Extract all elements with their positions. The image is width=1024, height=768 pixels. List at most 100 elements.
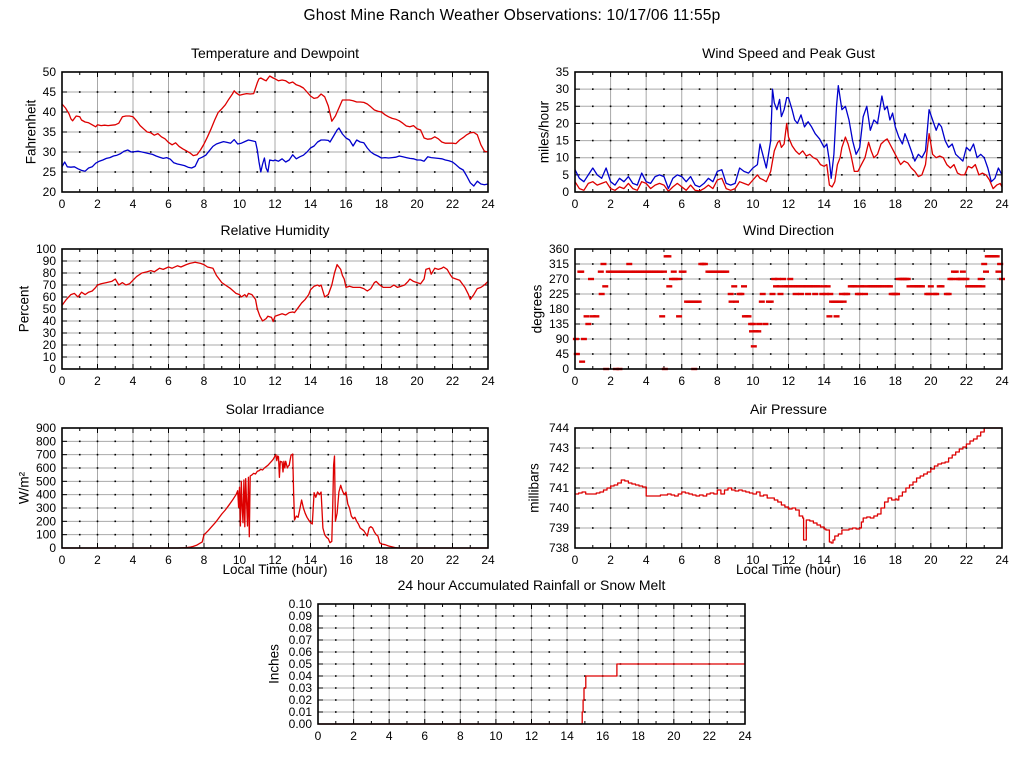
svg-text:10: 10 (233, 374, 247, 388)
svg-text:70: 70 (43, 278, 57, 292)
svg-text:20: 20 (410, 553, 424, 567)
svg-text:50: 50 (43, 302, 57, 316)
svg-text:900: 900 (36, 421, 56, 435)
chart-solar-irradiance: Solar Irradiance W/m² 0 100 200 300 400 500 60… (17, 401, 495, 577)
chart-title: Relative Humidity (220, 222, 330, 238)
svg-text:0: 0 (59, 374, 66, 388)
svg-text:0.00: 0.00 (289, 717, 313, 731)
svg-text:20: 20 (924, 553, 938, 567)
svg-text:0: 0 (49, 362, 56, 376)
svg-text:0: 0 (315, 729, 322, 743)
svg-text:4: 4 (130, 374, 137, 388)
svg-text:0.04: 0.04 (289, 669, 313, 683)
svg-text:14: 14 (304, 197, 318, 211)
y-axis-label: degrees (529, 284, 545, 334)
svg-text:5: 5 (562, 168, 569, 182)
svg-text:4: 4 (643, 197, 650, 211)
svg-text:315: 315 (549, 257, 569, 271)
svg-text:20: 20 (924, 197, 938, 211)
svg-text:18: 18 (889, 374, 903, 388)
svg-text:300: 300 (36, 501, 56, 515)
chart-title: Wind Speed and Peak Gust (702, 45, 875, 61)
svg-text:24: 24 (995, 553, 1009, 567)
y-axis-label: Inches (266, 644, 282, 684)
svg-text:270: 270 (549, 272, 569, 286)
chart-rainfall: 24 hour Accumulated Rainfall or Snow Mel… (267, 577, 752, 743)
svg-text:35: 35 (556, 65, 570, 79)
svg-text:8: 8 (714, 197, 721, 211)
svg-text:40: 40 (43, 314, 57, 328)
svg-text:12: 12 (525, 729, 539, 743)
svg-text:20: 20 (43, 338, 57, 352)
svg-text:700: 700 (36, 448, 56, 462)
svg-text:18: 18 (632, 729, 646, 743)
svg-text:16: 16 (339, 553, 353, 567)
svg-text:2: 2 (94, 374, 101, 388)
svg-text:18: 18 (889, 197, 903, 211)
svg-text:6: 6 (165, 374, 172, 388)
svg-text:18: 18 (375, 374, 389, 388)
svg-text:6: 6 (165, 197, 172, 211)
svg-text:741: 741 (549, 481, 569, 495)
chart-relative-humidity: Relative Humidity Percent 0 10 20 30 40 50 60 7… (17, 222, 495, 388)
svg-text:0.08: 0.08 (289, 621, 313, 635)
svg-text:4: 4 (643, 374, 650, 388)
svg-text:30: 30 (556, 82, 570, 96)
svg-text:12: 12 (782, 197, 796, 211)
svg-text:20: 20 (556, 116, 570, 130)
svg-text:6: 6 (678, 374, 685, 388)
svg-text:2: 2 (607, 374, 614, 388)
svg-text:25: 25 (43, 165, 57, 179)
y-axis-label: miles/hour (536, 100, 552, 164)
svg-text:744: 744 (549, 421, 569, 435)
svg-text:22: 22 (703, 729, 717, 743)
svg-text:4: 4 (386, 729, 393, 743)
svg-text:4: 4 (643, 553, 650, 567)
svg-text:12: 12 (268, 553, 282, 567)
svg-text:600: 600 (36, 461, 56, 475)
y-axis-label: Percent (16, 285, 32, 333)
svg-text:14: 14 (817, 197, 831, 211)
svg-text:10: 10 (556, 151, 570, 165)
svg-text:2: 2 (94, 197, 101, 211)
svg-text:742: 742 (549, 461, 569, 475)
svg-text:22: 22 (446, 374, 460, 388)
svg-text:4: 4 (130, 553, 137, 567)
svg-text:2: 2 (607, 197, 614, 211)
svg-text:35: 35 (43, 125, 57, 139)
svg-text:10: 10 (233, 553, 247, 567)
svg-text:2: 2 (350, 729, 357, 743)
svg-text:30: 30 (43, 145, 57, 159)
svg-text:22: 22 (960, 374, 974, 388)
svg-text:25: 25 (556, 99, 570, 113)
svg-text:10: 10 (746, 374, 760, 388)
svg-text:14: 14 (304, 374, 318, 388)
x-axis-label: Local Time (hour) (222, 562, 328, 577)
svg-text:18: 18 (889, 553, 903, 567)
chart-title: Temperature and Dewpoint (190, 45, 360, 61)
svg-text:12: 12 (782, 374, 796, 388)
svg-text:24: 24 (481, 374, 495, 388)
svg-text:0.02: 0.02 (289, 693, 313, 707)
svg-text:0: 0 (49, 541, 56, 555)
svg-text:0: 0 (572, 374, 579, 388)
svg-text:20: 20 (410, 374, 424, 388)
svg-text:50: 50 (43, 65, 57, 79)
svg-text:90: 90 (43, 254, 57, 268)
svg-text:12: 12 (268, 374, 282, 388)
svg-text:4: 4 (130, 197, 137, 211)
svg-text:2: 2 (94, 553, 101, 567)
svg-text:0.06: 0.06 (289, 645, 313, 659)
svg-text:743: 743 (549, 441, 569, 455)
chart-title: Solar Irradiance (225, 401, 325, 417)
svg-text:14: 14 (560, 729, 574, 743)
chart-wind-direction: Wind Direction degrees 0 45 90 135 180 225 270… (530, 222, 1009, 388)
svg-text:0.10: 0.10 (289, 597, 313, 611)
svg-text:6: 6 (678, 553, 685, 567)
svg-text:24: 24 (738, 729, 752, 743)
